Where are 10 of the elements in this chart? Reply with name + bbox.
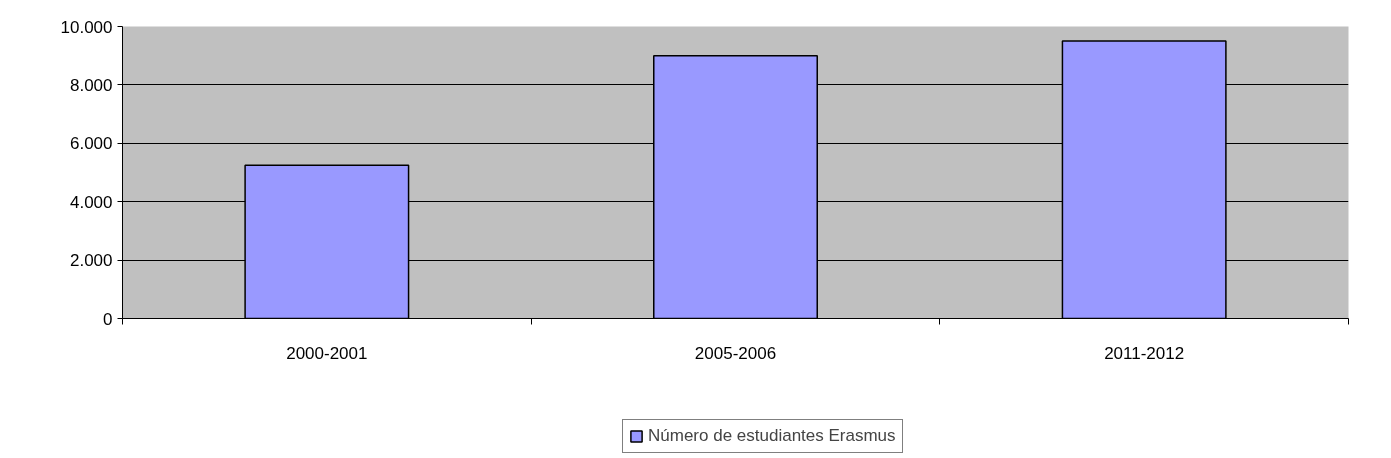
y-tick-label: 4.000: [69, 192, 113, 212]
y-tick-label: 0: [103, 309, 113, 329]
y-tick-label: 10.000: [60, 17, 113, 37]
y-tick-label: 8.000: [69, 75, 113, 95]
y-tick-label: 2.000: [69, 251, 113, 271]
legend-label: Número de estudiantes Erasmus: [648, 426, 896, 446]
x-tick-label: 2005-2006: [694, 343, 777, 363]
x-tick-label: 2000-2001: [286, 343, 368, 363]
x-tick-label: 2011-2012: [1104, 343, 1185, 363]
y-tick-label: 6.000: [69, 134, 113, 154]
